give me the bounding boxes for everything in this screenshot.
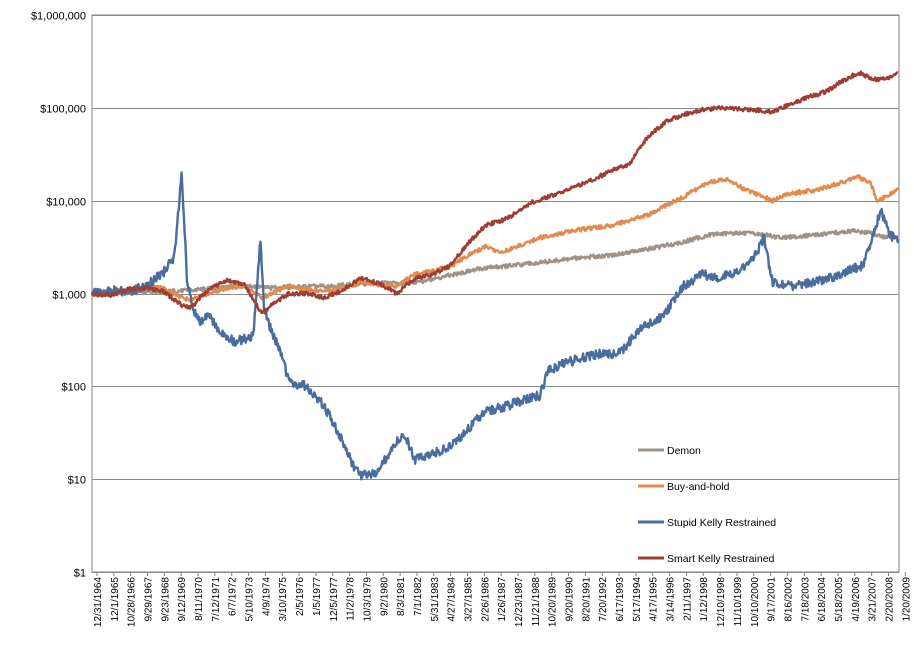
x-tick-label: 9/17/2001 [767,577,778,622]
x-tick-label: 10/10/2000 [750,577,761,627]
legend-label: Demon [667,445,701,457]
x-tick-label: 12/23/1987 [514,577,525,627]
x-tick-label: 6/18/2004 [817,577,828,622]
x-tick-label: 5/10/1973 [245,577,256,622]
x-tick-label: 1/5/1977 [312,577,323,616]
x-tick-label: 9/29/1967 [144,577,155,622]
y-axis-ticks: $1 $10 $100 $1,000 $10,000 $100,000 $1,000,000 [31,11,86,580]
x-tick-label: 10/3/1979 [362,577,373,622]
x-tick-label: 6/17/1993 [615,577,626,622]
x-tick-label: 12/5/1977 [329,577,340,622]
x-tick-label: 3/14/1996 [666,577,677,622]
x-tick-label: 3/27/1985 [463,577,474,622]
y-tick-label: $1 [74,568,86,580]
x-tick-label: 7/1/1982 [413,577,424,616]
x-tick-label: 8/20/1991 [581,577,592,622]
x-tick-label: 10/28/1966 [127,577,138,627]
legend-label: Smart Kelly Restrained [667,553,775,565]
x-tick-label: 12/1/1965 [110,577,121,622]
x-tick-label: 11/21/1988 [531,577,542,627]
x-tick-label: 6/7/1972 [228,577,239,616]
x-tick-label: 12/31/1964 [93,577,104,627]
x-tick-label: 7/18/2003 [800,577,811,622]
x-tick-label: 9/23/1968 [160,577,171,622]
legend-label: Buy-and-hold [667,481,730,493]
x-tick-label: 9/12/1969 [177,577,188,622]
x-tick-label: 2/20/2008 [884,577,895,622]
x-tick-label: 3/10/1975 [278,577,289,622]
x-tick-label: 3/21/2007 [868,577,879,622]
x-tick-label: 1/12/1998 [699,577,710,622]
x-tick-label: 4/9/1974 [261,577,272,616]
x-tick-label: 2/11/1997 [682,577,693,621]
x-tick-label: 4/19/2006 [851,577,862,622]
x-tick-label: 5/17/1994 [632,577,643,622]
x-tick-label: 4/27/1984 [447,577,458,622]
y-tick-label: $100,000 [40,104,86,116]
x-tick-label: 7/12/1971 [211,577,222,622]
x-tick-label: 2/26/1986 [480,577,491,622]
x-tick-label: 1/20/2009 [901,577,912,622]
y-tick-label: $10,000 [46,197,86,209]
x-tick-label: 9/2/1980 [379,577,390,616]
x-tick-label: 2/5/1976 [295,577,306,616]
x-tick-label: 8/11/1970 [194,577,205,621]
y-tick-label: $10 [68,475,86,487]
y-tick-label: $1,000,000 [31,11,86,23]
y-tick-label: $1,000 [52,290,86,302]
x-tick-label: 1/26/1987 [497,577,508,622]
x-tick-label: 4/17/1995 [649,577,660,622]
x-tick-label: 9/20/1990 [565,577,576,622]
x-axis-ticks: 12/31/1964 12/1/1965 10/28/1966 9/29/1967 9/… [93,572,912,627]
legend-label: Stupid Kelly Restrained [667,517,776,529]
legend: Demon Buy-and-hold Stupid Kelly Restrained… [638,445,776,565]
x-tick-label: 7/20/1992 [598,577,609,622]
x-tick-label: 8/3/1981 [396,577,407,616]
x-tick-label: 11/10/1999 [733,577,744,627]
series-line-smart-kelly-restrained [90,70,899,315]
x-tick-label: 8/16/2002 [783,577,794,622]
x-tick-label: 12/10/1998 [716,577,727,627]
x-tick-label: 5/18/2005 [834,577,845,622]
gridlines [92,15,899,573]
y-tick-label: $100 [62,382,86,394]
x-tick-label: 11/2/1978 [346,577,357,621]
series-line-stupid-kelly-restrained [90,171,900,481]
x-tick-label: 10/20/1989 [548,577,559,627]
series-lines [90,70,900,481]
x-tick-label: 5/31/1983 [430,577,441,622]
series-line-buy-and-hold [91,174,900,303]
